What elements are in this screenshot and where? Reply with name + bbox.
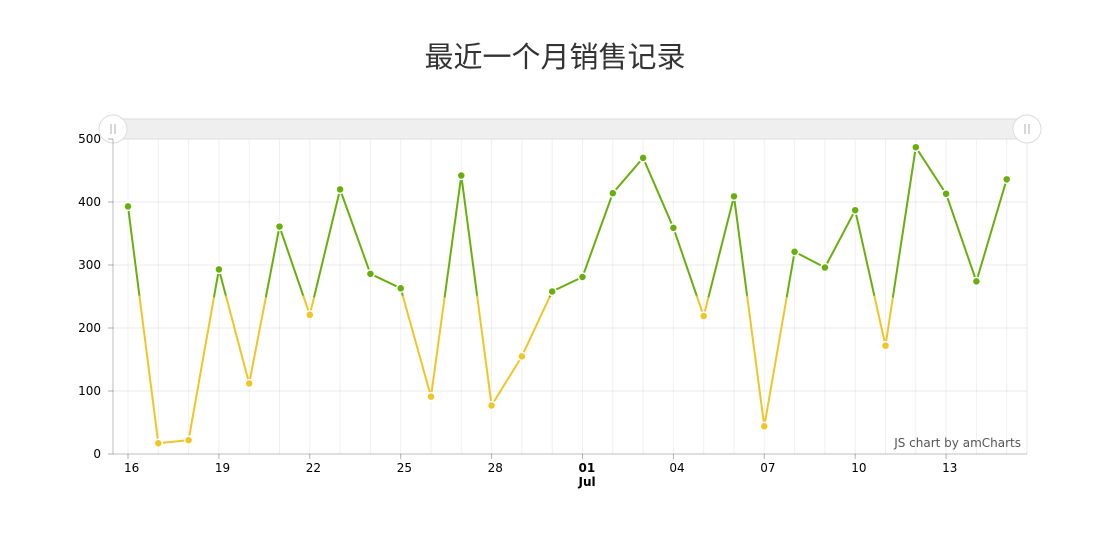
line-segment xyxy=(581,192,614,278)
x-tick-sublabel: Jul xyxy=(578,475,596,489)
series-line xyxy=(127,146,1008,445)
line-segment xyxy=(476,295,493,407)
data-point xyxy=(971,276,982,287)
data-point xyxy=(941,189,951,199)
x-tick-label: 28 xyxy=(488,461,503,475)
line-segment xyxy=(430,295,446,398)
line-segment xyxy=(823,209,857,269)
data-point xyxy=(274,221,285,232)
data-point xyxy=(759,421,770,432)
y-tick-label: 100 xyxy=(78,384,101,398)
scrollbar-handle-left[interactable] xyxy=(98,114,128,144)
line-segment xyxy=(746,295,766,428)
scrollbar-handle-right[interactable] xyxy=(1012,114,1042,144)
line-segment xyxy=(785,250,796,298)
line-segment xyxy=(490,355,523,407)
data-point xyxy=(820,262,830,273)
line-segment xyxy=(551,275,584,293)
line-segment xyxy=(763,295,788,428)
line-segment xyxy=(127,205,141,298)
line-segment xyxy=(520,295,551,358)
data-point xyxy=(698,311,709,321)
line-segment xyxy=(611,156,645,195)
line-segment xyxy=(707,195,735,298)
line-segment xyxy=(157,439,190,445)
data-point xyxy=(244,378,254,389)
y-tick-label: 400 xyxy=(78,195,101,209)
data-point xyxy=(305,310,315,320)
y-tick-label: 300 xyxy=(78,258,101,272)
line-segment xyxy=(313,188,342,298)
series-points xyxy=(123,142,1012,449)
x-tick-label: 04 xyxy=(669,461,684,475)
scrollbar-track[interactable] xyxy=(112,118,1028,140)
line-segment xyxy=(733,195,749,298)
line-segment xyxy=(225,295,251,385)
y-tick-label: 0 xyxy=(93,447,101,461)
line-segment xyxy=(264,225,281,298)
data-point xyxy=(547,286,557,297)
x-tick-label: 07 xyxy=(760,461,775,475)
y-tick-label: 500 xyxy=(78,132,101,146)
data-point xyxy=(426,391,436,402)
data-point xyxy=(183,435,194,445)
data-point xyxy=(880,340,891,351)
line-segment xyxy=(460,174,479,298)
line-segment xyxy=(854,209,876,298)
data-point xyxy=(395,283,406,294)
data-point xyxy=(456,170,467,181)
data-point xyxy=(517,351,527,362)
data-point xyxy=(729,191,739,202)
data-point xyxy=(850,205,860,215)
data-point xyxy=(638,153,648,163)
y-tick-label: 200 xyxy=(78,321,101,335)
data-point xyxy=(153,438,164,449)
data-point xyxy=(789,247,800,257)
line-segment xyxy=(369,272,402,290)
line-segment xyxy=(278,225,305,298)
credit-text[interactable]: JS chart by amCharts xyxy=(893,436,1021,450)
line-segment xyxy=(914,146,948,195)
data-point xyxy=(335,184,345,195)
line-segment xyxy=(642,156,675,229)
scrollbar xyxy=(98,114,1042,144)
x-tick-label: 25 xyxy=(397,461,412,475)
line-segment xyxy=(873,295,887,347)
line-segment xyxy=(443,174,463,298)
line-segment xyxy=(793,250,826,269)
data-point xyxy=(1001,174,1012,185)
line-segment xyxy=(945,192,978,283)
x-tick-label: 10 xyxy=(851,461,866,475)
x-tick-label: 16 xyxy=(124,461,139,475)
line-segment xyxy=(975,178,1008,283)
data-point xyxy=(668,223,679,233)
line-segment xyxy=(892,146,917,298)
chart-title: 最近一个月销售记录 xyxy=(424,40,686,74)
grid xyxy=(113,138,1028,455)
data-point xyxy=(608,188,618,198)
x-tick-label: 22 xyxy=(306,461,321,475)
data-point xyxy=(911,142,921,152)
line-segment xyxy=(138,295,160,445)
x-tick-label: 01 xyxy=(579,461,596,475)
line-segment xyxy=(401,295,432,398)
x-tick-label: 13 xyxy=(942,461,957,475)
data-point xyxy=(365,269,376,279)
data-point xyxy=(486,400,497,411)
line-segment xyxy=(187,295,216,442)
data-point xyxy=(123,201,133,212)
line-segment xyxy=(884,295,895,347)
x-tick-label: 19 xyxy=(215,461,230,475)
line-segment xyxy=(672,226,698,298)
line-segment xyxy=(248,295,267,385)
data-point xyxy=(214,264,224,275)
line-segment xyxy=(339,188,372,275)
data-point xyxy=(577,272,588,282)
